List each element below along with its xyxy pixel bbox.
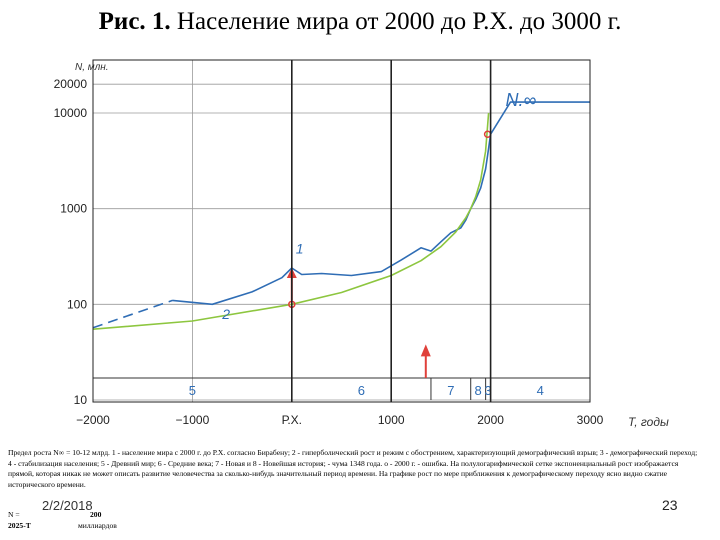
chart-labels: −2000 −1000 Р.Х. 1000 2000 3000 10 100 1000 10000… <box>54 62 669 429</box>
y-tick-label: 100 <box>67 297 87 311</box>
x-tick-label: −2000 <box>76 413 110 427</box>
epoch-label: 3 <box>484 383 491 398</box>
figure-caption: Предел роста N∞ = 10-12 млрд. 1 - населе… <box>8 448 698 489</box>
x-tick-label: −1000 <box>176 413 210 427</box>
slide-number: 23 <box>662 497 678 513</box>
slide-title: Рис. 1. Население мира от 2000 до Р.Х. д… <box>0 8 720 36</box>
epoch-label: 8 <box>475 383 482 398</box>
x-axis-label: T, годы <box>628 415 669 429</box>
epoch-label: 5 <box>189 383 196 398</box>
y-tick-label: 10000 <box>54 106 88 120</box>
formula-year: 2025-Т <box>8 521 31 530</box>
plot-frame <box>92 59 591 403</box>
chart-series <box>92 101 590 378</box>
x-tick-label: 2000 <box>477 413 504 427</box>
series-line-1 <box>172 101 590 306</box>
formula-n: N = <box>8 510 20 519</box>
series-line-1-dashed <box>92 299 173 329</box>
series-2-label: 2 <box>221 306 230 322</box>
y-tick-label: 1000 <box>60 202 87 216</box>
plague-arrow-head <box>420 344 431 357</box>
x-tick-label: Р.Х. <box>282 413 302 427</box>
x-tick-label: 3000 <box>577 413 604 427</box>
y-tick-label: 10 <box>74 393 88 407</box>
epoch-label: 4 <box>537 383 544 398</box>
series-line-2 <box>92 112 490 330</box>
chart-frame <box>92 59 591 403</box>
slide-date: 2/2/2018 <box>42 498 93 513</box>
epoch-label: 6 <box>358 383 365 398</box>
y-axis-label: N, млн. <box>75 62 109 73</box>
figure-number: Рис. 1. <box>98 8 171 35</box>
formula-number: 200 <box>90 510 102 519</box>
x-tick-label: 1000 <box>378 413 405 427</box>
formula-unit: миллиардов <box>78 521 117 530</box>
figure-title: Население мира от 2000 до Р.Х. до 3000 г… <box>170 8 622 35</box>
y-tick-label: 20000 <box>54 77 88 91</box>
epoch-label: 7 <box>447 383 454 398</box>
series-1-label: 1 <box>296 240 304 256</box>
n-infinity-label: N.∞ <box>506 90 537 110</box>
chart-grid <box>92 60 591 402</box>
